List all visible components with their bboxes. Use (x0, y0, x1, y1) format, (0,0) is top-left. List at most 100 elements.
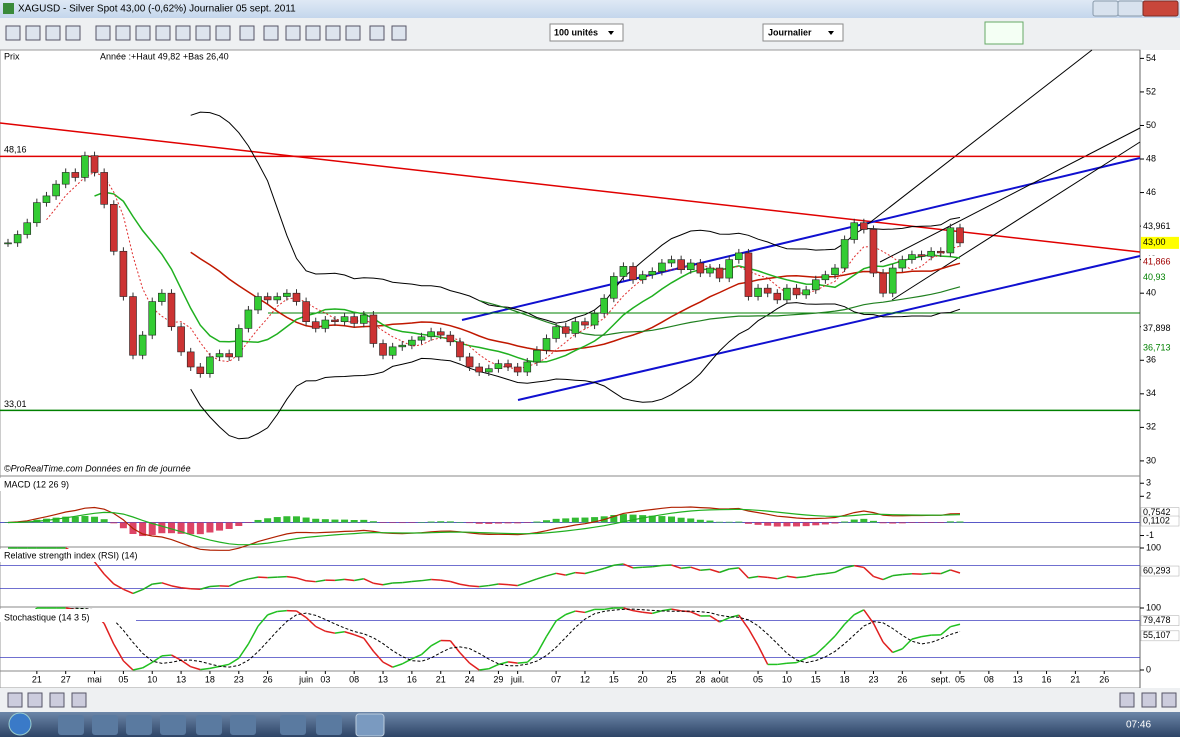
candle (610, 276, 617, 298)
candle (428, 332, 435, 337)
x-tick-label: 18 (205, 674, 215, 684)
close-button[interactable] (1143, 1, 1178, 16)
tool-icon[interactable] (326, 26, 340, 40)
rsi-line (498, 584, 508, 585)
tool-icon[interactable] (176, 26, 190, 40)
tool-icon[interactable] (346, 26, 360, 40)
macd-histogram (764, 522, 771, 525)
taskbar-app[interactable] (126, 715, 152, 735)
app-icon (3, 3, 14, 14)
tool-icon[interactable] (370, 26, 384, 40)
taskbar-app[interactable] (196, 715, 222, 735)
candle (822, 275, 829, 280)
candle (33, 203, 40, 223)
minimize-button[interactable] (1093, 1, 1118, 16)
tool-icon[interactable] (46, 26, 60, 40)
tool-icon[interactable] (216, 26, 230, 40)
zoom-fit[interactable] (1162, 693, 1176, 707)
candle (630, 266, 637, 279)
value-label: 60,293 (1143, 565, 1171, 575)
macd-histogram (774, 522, 781, 526)
macd-histogram (514, 522, 521, 523)
candle (91, 156, 98, 173)
indicator-icon[interactable] (985, 22, 1023, 44)
x-tick-label: 21 (1070, 674, 1080, 684)
candle (831, 268, 838, 275)
taskbar-app[interactable] (280, 715, 306, 735)
taskbar-app[interactable] (58, 715, 84, 735)
taskbar-app[interactable] (92, 715, 118, 735)
macd-histogram (226, 522, 233, 529)
candle (418, 337, 425, 340)
x-tick-label: 25 (667, 674, 677, 684)
stoch-k (787, 663, 797, 664)
macd-histogram (380, 522, 387, 523)
x-tick-label: 16 (407, 674, 417, 684)
tool-icon[interactable] (28, 693, 42, 707)
candle (678, 260, 685, 270)
macd-histogram (870, 521, 877, 523)
tool-icon[interactable] (136, 26, 150, 40)
tool-icon[interactable] (156, 26, 170, 40)
tool-icon[interactable] (66, 26, 80, 40)
tool-icon[interactable] (8, 693, 22, 707)
tool-icon[interactable] (26, 26, 40, 40)
candle (120, 251, 127, 296)
candle (303, 302, 310, 322)
start-button[interactable] (9, 713, 31, 735)
x-tick-label: sept. (931, 674, 951, 684)
macd-histogram (735, 522, 742, 523)
maximize-button[interactable] (1118, 1, 1143, 16)
candle (726, 260, 733, 278)
macd-histogram (524, 522, 531, 523)
clock: 07:46 (1126, 720, 1151, 731)
rsi-line (470, 586, 480, 587)
candle (331, 320, 338, 322)
x-tick-label: 16 (1042, 674, 1052, 684)
macd-histogram (216, 522, 223, 530)
candle (293, 293, 300, 301)
tool-icon[interactable] (116, 26, 130, 40)
candle (485, 369, 492, 372)
candle (706, 268, 713, 273)
taskbar-app[interactable] (160, 715, 186, 735)
y-tick-label: 34 (1146, 388, 1156, 398)
x-tick-label: 15 (609, 674, 619, 684)
tool-icon[interactable] (6, 26, 20, 40)
candle (581, 322, 588, 325)
macd-histogram (697, 520, 704, 523)
rsi-line (335, 579, 345, 580)
candle (283, 293, 290, 296)
tool-icon[interactable] (50, 693, 64, 707)
candle (658, 263, 665, 271)
macd-histogram (428, 522, 435, 523)
zoom-out[interactable] (1120, 693, 1134, 707)
rsi-line (181, 588, 191, 589)
macd-histogram (322, 519, 329, 522)
macd-histogram (158, 522, 165, 533)
macd-histogram (889, 522, 896, 523)
candle (158, 293, 165, 301)
taskbar-app-active[interactable] (356, 714, 384, 736)
rsi-line (700, 569, 710, 570)
macd-histogram (485, 522, 492, 523)
taskbar-app[interactable] (230, 715, 256, 735)
candle (476, 367, 483, 372)
taskbar-app[interactable] (316, 715, 342, 735)
tool-icon[interactable] (196, 26, 210, 40)
tool-icon[interactable] (306, 26, 320, 40)
tool-icon[interactable] (72, 693, 86, 707)
candle (187, 352, 194, 367)
candle (24, 223, 31, 235)
tool-icon[interactable] (286, 26, 300, 40)
candle (899, 260, 906, 268)
x-tick-label: 05 (955, 674, 965, 684)
tool-icon[interactable] (392, 26, 406, 40)
zoom-in[interactable] (1142, 693, 1156, 707)
tool-icon[interactable] (240, 26, 254, 40)
macd-histogram (495, 522, 502, 523)
macd-histogram (293, 516, 300, 522)
candle (783, 288, 790, 300)
tool-icon[interactable] (96, 26, 110, 40)
tool-icon[interactable] (264, 26, 278, 40)
